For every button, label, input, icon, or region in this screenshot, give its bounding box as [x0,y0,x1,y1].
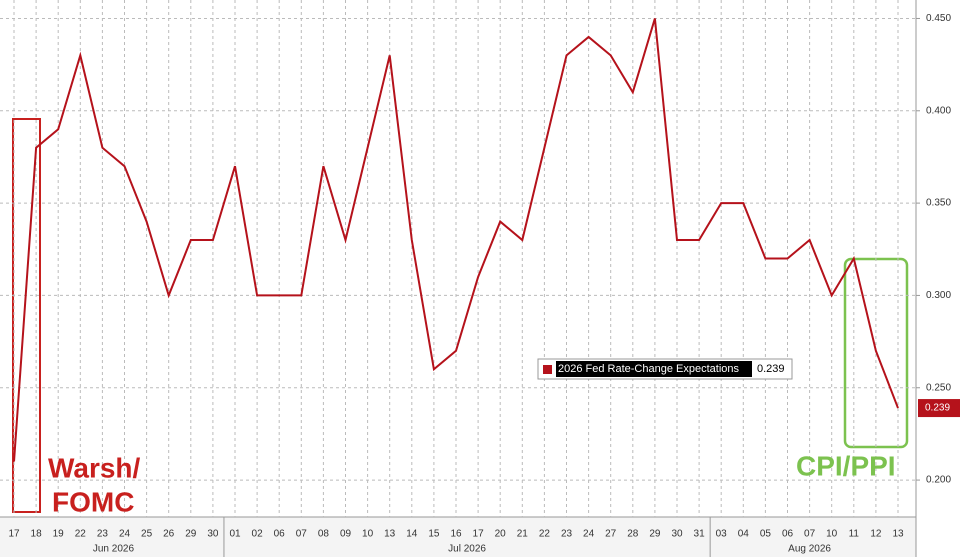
x-tick-label: 22 [539,529,551,540]
x-tick-label: 10 [826,529,838,540]
x-tick-label: 26 [163,529,175,540]
x-tick-label: 07 [804,529,816,540]
legend-value: 0.239 [757,363,785,375]
legend: 2026 Fed Rate-Change Expectations 0.239 [537,358,793,380]
month-label: Jul 2026 [448,544,486,555]
y-tick-label: 0.200 [926,475,951,486]
x-tick-label: 18 [31,529,43,540]
month-label: Aug 2026 [788,544,831,555]
y-tick-label: 0.300 [926,290,951,301]
x-tick-label: 23 [97,529,109,540]
x-tick-label: 22 [75,529,87,540]
x-tick-label: 25 [141,529,153,540]
x-tick-label: 28 [627,529,639,540]
x-tick-label: 01 [229,529,241,540]
x-tick-label: 20 [495,529,507,540]
x-tick-label: 29 [649,529,661,540]
x-tick-label: 06 [274,529,286,540]
legend-swatch [543,365,552,374]
x-tick-label: 13 [384,529,396,540]
x-tick-label: 16 [450,529,462,540]
warsh-box [12,118,41,513]
y-tick-label: 0.450 [926,13,951,24]
x-tick-label: 08 [318,529,330,540]
x-tick-label: 06 [782,529,794,540]
x-tick-label: 04 [738,529,750,540]
x-axis-band [0,517,916,557]
last-value-label: 0.239 [925,403,950,414]
x-tick-label: 24 [583,529,595,540]
x-tick-label: 13 [892,529,904,540]
x-tick-label: 14 [406,529,418,540]
series-line [13,18,899,462]
x-tick-label: 09 [340,529,352,540]
legend-label-bg [556,361,752,377]
last-value-tag [918,399,960,418]
x-tick-label: 21 [517,529,529,540]
y-tick-label: 0.250 [926,382,951,393]
x-tick-label: 10 [362,529,374,540]
x-tick-label: 30 [671,529,683,540]
x-tick-label: 05 [760,529,772,540]
y-tick-label: 0.350 [926,198,951,209]
annotation: FOMC [52,486,134,517]
x-tick-label: 24 [119,529,131,540]
x-tick-label: 15 [428,529,440,540]
y-tick-label: 0.400 [926,105,951,116]
x-tick-label: 27 [605,529,617,540]
x-tick-label: 29 [185,529,197,540]
x-tick-label: 17 [473,529,485,540]
x-tick-label: 19 [53,529,65,540]
annotation: Warsh/ [48,452,141,483]
x-tick-label: 02 [252,529,264,540]
x-tick-label: 23 [561,529,573,540]
x-tick-label: 12 [870,529,882,540]
legend-label: 2026 Fed Rate-Change Expectations [558,363,740,375]
annotation: CPI/PPI [796,450,896,481]
x-tick-label: 31 [694,529,706,540]
x-tick-label: 17 [8,529,20,540]
x-tick-label: 11 [849,529,860,540]
x-tick-label: 07 [296,529,308,540]
x-tick-label: 03 [716,529,728,540]
month-label: Jun 2026 [93,544,135,555]
x-tick-label: 30 [207,529,219,540]
